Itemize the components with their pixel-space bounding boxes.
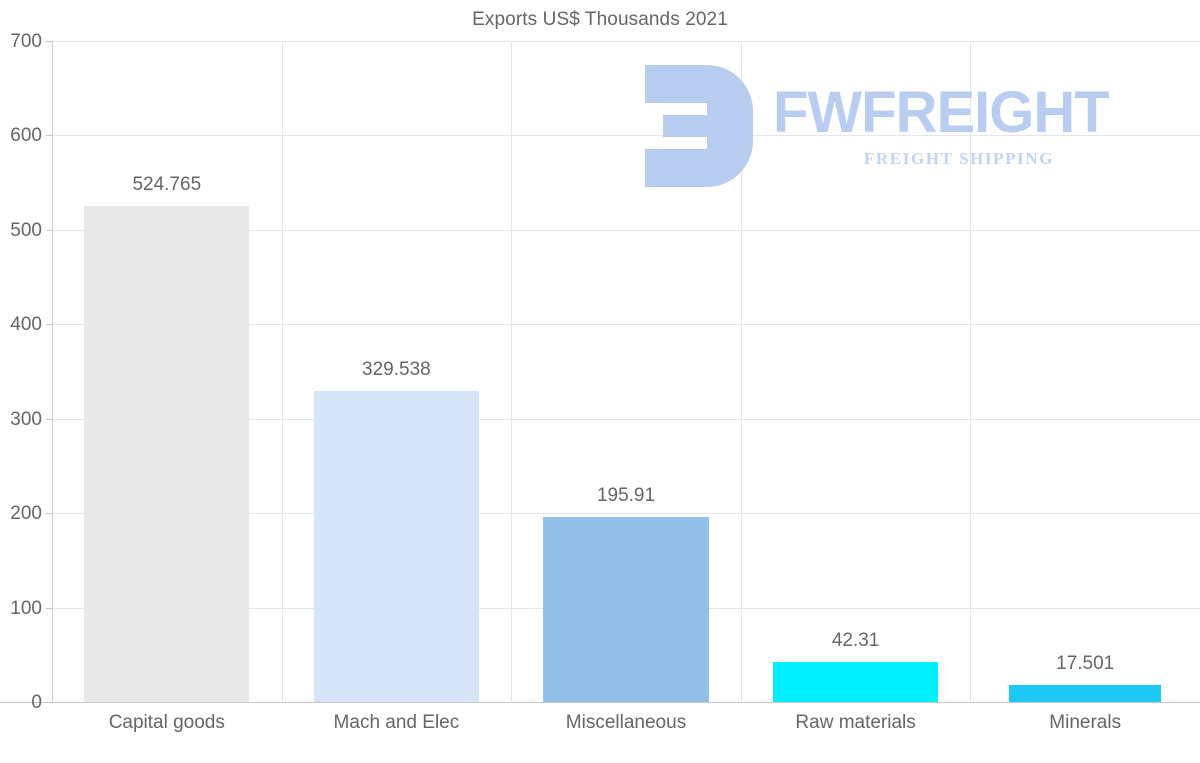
y-axis-tick-label: 500 — [10, 219, 42, 241]
y-axis-ticks: 700 600 500 400 300 200 100 0 — [0, 0, 52, 763]
x-axis-category-label: Mach and Elec — [333, 712, 460, 733]
gridline-vertical — [511, 41, 512, 702]
y-axis-line — [52, 41, 53, 703]
gridline-vertical — [741, 41, 742, 702]
x-axis-category-label: Capital goods — [108, 712, 225, 733]
plot-area — [52, 41, 1200, 703]
y-axis-tick-mark — [46, 607, 52, 609]
bar[interactable] — [543, 517, 709, 702]
x-axis-category-label: Raw materials — [795, 712, 916, 733]
y-axis-tick-label: 100 — [10, 597, 42, 619]
x-axis-category-label: Miscellaneous — [565, 712, 687, 733]
gridline-horizontal — [52, 513, 1200, 515]
gridline-vertical — [970, 41, 971, 702]
gridline-horizontal — [52, 135, 1200, 137]
x-axis-category-label: Minerals — [1049, 712, 1122, 733]
bar-value-label: 195.91 — [596, 485, 656, 506]
bar-value-label: 524.765 — [132, 174, 202, 196]
y-axis-tick-mark — [46, 418, 52, 420]
y-axis-tick-mark — [46, 41, 52, 42]
chart-title: Exports US$ Thousands 2021 — [472, 9, 728, 30]
y-axis-tick-label: 600 — [10, 125, 42, 147]
bar[interactable] — [84, 206, 250, 702]
gridline-horizontal — [52, 41, 1200, 42]
x-axis-line — [0, 702, 1200, 703]
bar[interactable] — [313, 390, 480, 702]
y-axis-tick-mark — [46, 324, 52, 326]
gridline-horizontal — [52, 418, 1200, 420]
bar[interactable] — [1009, 685, 1161, 702]
gridline-horizontal — [52, 324, 1200, 326]
y-axis-tick-label: 700 — [10, 31, 42, 52]
gridline-horizontal — [52, 229, 1200, 231]
y-axis-tick-mark — [46, 702, 52, 703]
bar-value-label: 17.501 — [1056, 653, 1115, 675]
y-axis-tick-mark — [46, 513, 52, 515]
y-axis-tick-label: 300 — [10, 408, 42, 430]
y-axis-tick-mark — [46, 229, 52, 231]
bar[interactable] — [772, 662, 939, 702]
y-axis-tick-label: 400 — [10, 314, 42, 336]
y-axis-tick-label: 0 — [31, 692, 42, 713]
y-axis-tick-label: 200 — [10, 503, 42, 525]
bar-value-label: 329.538 — [362, 358, 431, 380]
gridline-vertical — [282, 41, 283, 702]
y-axis-tick-mark — [46, 135, 52, 137]
bar-value-label: 42.31 — [831, 630, 880, 652]
